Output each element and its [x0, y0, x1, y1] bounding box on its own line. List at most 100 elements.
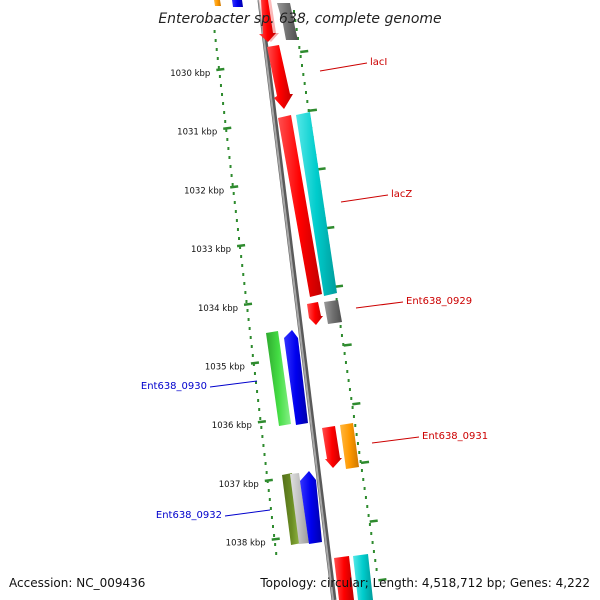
track-dot [366, 505, 369, 508]
track-dot [306, 100, 309, 103]
track-dot [246, 309, 249, 312]
tick-mark [360, 460, 370, 465]
track-dot [293, 10, 295, 13]
track-dot [227, 147, 230, 150]
track-dot [347, 379, 350, 382]
track-dot [298, 46, 301, 49]
track-dot [255, 381, 258, 384]
track-dot [364, 496, 367, 499]
tick-mark [216, 67, 225, 72]
track-dot [265, 471, 268, 474]
tick-mark [308, 108, 318, 112]
tick-mark [326, 225, 335, 230]
label-ent0930: Ent638_0930 [141, 381, 207, 392]
genome-summary-text: Topology: circular; Length: 4,518,712 bp… [260, 576, 590, 590]
track-dot [363, 487, 366, 490]
track-dot [258, 408, 261, 411]
tick-mark [352, 401, 361, 406]
tick-mark [250, 361, 260, 365]
backbone [257, 0, 337, 600]
gene-ent0930 [266, 331, 291, 426]
tick-mark [230, 185, 239, 189]
track-dot [359, 460, 362, 463]
track-dot [235, 219, 238, 222]
tick-mark [334, 284, 344, 289]
gene-ent0929-partner [324, 300, 342, 324]
track-dot [348, 388, 351, 391]
track-dot [368, 523, 371, 526]
gene-ent0931-partner [340, 423, 359, 469]
track-dot [339, 325, 342, 328]
track-dot [244, 291, 247, 294]
track-dot [344, 361, 347, 364]
track-dot [342, 343, 345, 346]
tick-label: 1032 kbp [184, 186, 224, 196]
tick-label: 1036 kbp [212, 421, 252, 431]
tick-mark [317, 167, 326, 171]
map-title: Enterobacter sp. 638, complete genome [158, 11, 441, 27]
track-dot [234, 210, 237, 213]
track-dot [253, 372, 256, 375]
track-dot [233, 201, 236, 204]
track-dot [256, 390, 259, 393]
gene-ent0932-lightgray [290, 473, 309, 544]
track-dot [375, 568, 378, 571]
track-dot [217, 66, 220, 69]
tick-label: 1038 kbp [226, 539, 266, 549]
track-dot [374, 559, 377, 562]
track-dot [259, 417, 262, 420]
gene-ent0931 [322, 426, 342, 468]
track-dot [340, 334, 343, 337]
track-dot [346, 370, 349, 373]
track-dot [267, 489, 270, 492]
tick-label: 1035 kbp [205, 363, 245, 373]
gene-ent0932-partner [300, 471, 322, 544]
track-dot [257, 399, 260, 402]
tick-mark [236, 243, 246, 248]
track-dot [260, 426, 263, 429]
track-dot [335, 298, 338, 301]
tick-label: 1031 kbp [177, 128, 217, 138]
track-dot [225, 129, 228, 132]
track-dot [343, 352, 346, 355]
gene-ent0929 [307, 302, 323, 325]
gene-laci [267, 45, 293, 109]
track-dot [239, 246, 242, 249]
track-dot [350, 397, 353, 400]
track-dot [355, 433, 358, 436]
track-dot [294, 19, 297, 22]
gene-top-orange-fragment [214, 0, 221, 6]
track-dot [268, 498, 271, 501]
tick-label: 1033 kbp [191, 245, 231, 255]
track-dot [307, 109, 310, 112]
track-dot [351, 406, 354, 409]
track-dot [251, 354, 254, 357]
track-dot [221, 93, 224, 96]
track-dot [247, 318, 250, 321]
tick-mark [264, 478, 273, 483]
track-dot [249, 336, 252, 339]
track-dot [371, 541, 374, 544]
track-dot [245, 300, 248, 303]
track-dot [367, 514, 370, 517]
gene-top-red [259, 0, 276, 42]
track-dot [222, 102, 225, 105]
track-dot [304, 91, 307, 94]
tick-mark [343, 343, 352, 347]
track-dot [270, 516, 273, 519]
tick-mark [243, 302, 253, 307]
track-dot [231, 183, 234, 186]
track-dot [274, 543, 277, 546]
label-ent0931: Ent638_0931 [422, 431, 488, 442]
track-dot [275, 552, 278, 555]
track-dot [236, 228, 239, 231]
tick-mark [271, 537, 280, 541]
track-dot [272, 525, 274, 528]
track-dot [299, 55, 302, 58]
track-dot [243, 282, 246, 285]
track-dot [261, 435, 264, 438]
track-dot [250, 345, 253, 348]
track-dot [273, 534, 276, 537]
tick-label: 1037 kbp [219, 480, 259, 490]
